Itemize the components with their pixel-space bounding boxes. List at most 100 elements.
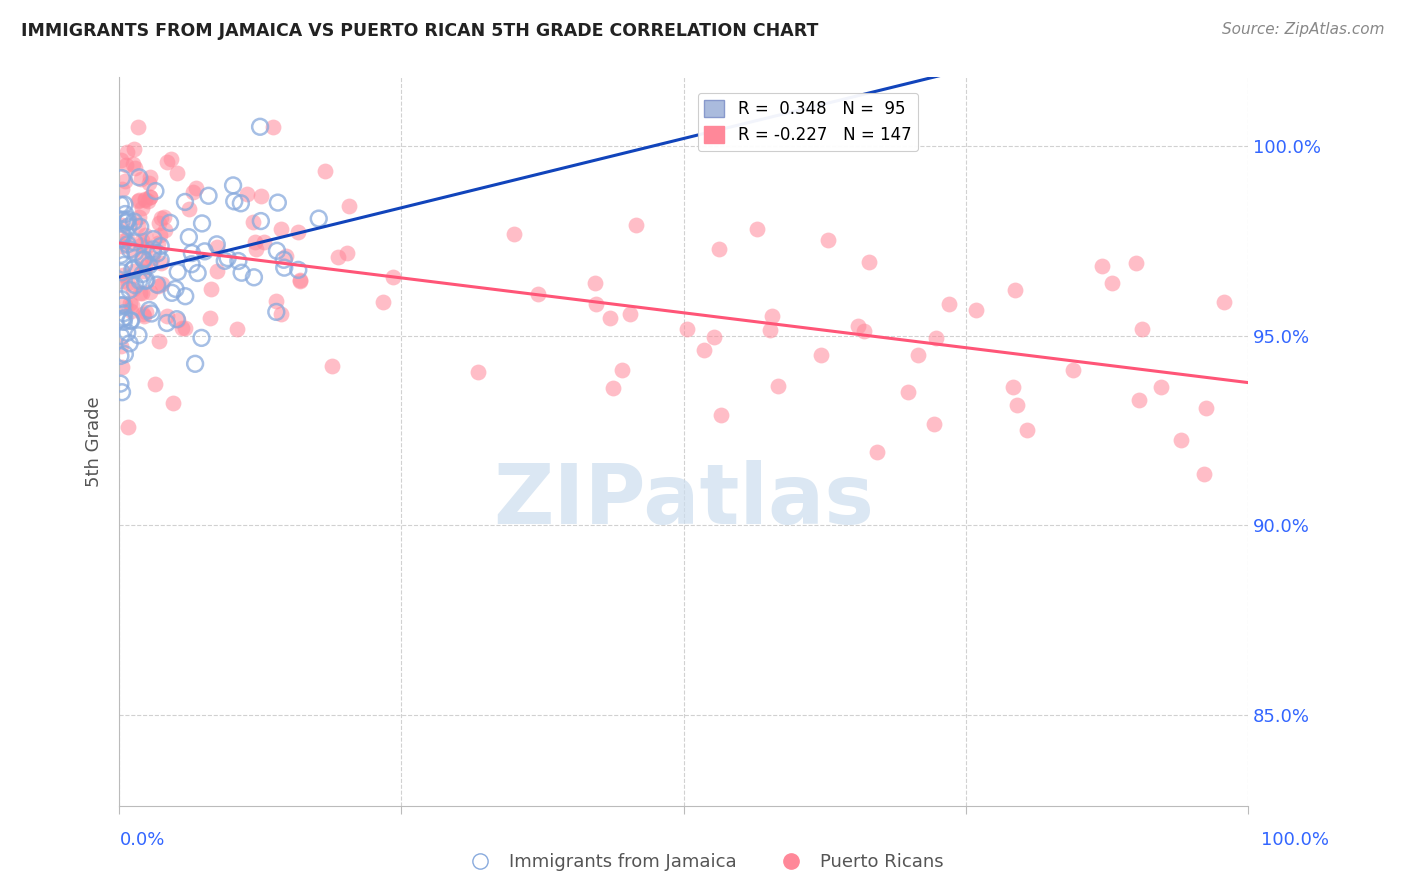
Point — [288, 273, 311, 287]
Point — [117, 276, 139, 290]
Text: 0.0%: 0.0% — [120, 831, 165, 849]
Point — [205, 264, 228, 278]
Point — [243, 235, 266, 249]
Point — [266, 305, 288, 319]
Point — [128, 170, 150, 185]
Point — [599, 310, 621, 325]
Point — [339, 199, 361, 213]
Point — [1150, 380, 1173, 394]
Point — [142, 245, 165, 260]
Point — [111, 385, 134, 400]
Point — [132, 309, 155, 323]
Point — [122, 143, 145, 157]
Text: 100.0%: 100.0% — [1261, 831, 1329, 849]
Point — [328, 251, 350, 265]
Point — [624, 218, 647, 232]
Point — [172, 321, 194, 335]
Point — [138, 176, 160, 190]
Point — [117, 237, 139, 252]
Point — [150, 277, 173, 292]
Point — [270, 307, 292, 321]
Point — [135, 304, 157, 318]
Point — [710, 408, 733, 422]
Point — [184, 357, 207, 371]
Text: Source: ZipAtlas.com: Source: ZipAtlas.com — [1222, 22, 1385, 37]
Point — [135, 239, 157, 253]
Point — [127, 194, 149, 208]
Point — [111, 182, 134, 196]
Point — [111, 312, 134, 326]
Point — [111, 171, 134, 186]
Point — [114, 215, 136, 229]
Point — [132, 251, 155, 265]
Point — [122, 282, 145, 296]
Point — [111, 360, 134, 375]
Point — [111, 298, 134, 312]
Point — [191, 216, 214, 230]
Point — [139, 189, 162, 203]
Point — [612, 363, 634, 377]
Point — [122, 261, 145, 276]
Point — [115, 145, 138, 159]
Point — [761, 309, 783, 323]
Point — [128, 210, 150, 224]
Point — [288, 274, 311, 288]
Point — [139, 170, 162, 185]
Point — [1005, 398, 1028, 412]
Point — [124, 278, 146, 293]
Point — [190, 331, 212, 345]
Legend: R =  0.348   N =  95, R = -0.227   N = 147: R = 0.348 N = 95, R = -0.227 N = 147 — [697, 93, 918, 151]
Point — [619, 307, 641, 321]
Point — [146, 277, 169, 292]
Point — [122, 243, 145, 257]
Point — [128, 328, 150, 343]
Point — [120, 314, 142, 328]
Point — [115, 214, 138, 228]
Point — [141, 251, 163, 265]
Point — [117, 419, 139, 434]
Point — [136, 194, 159, 208]
Point — [1194, 467, 1216, 482]
Point — [382, 270, 405, 285]
Point — [273, 252, 295, 267]
Point — [134, 274, 156, 288]
Point — [149, 211, 172, 225]
Point — [160, 285, 183, 300]
Point — [129, 219, 152, 234]
Point — [194, 244, 217, 259]
Point — [110, 232, 132, 246]
Point — [925, 331, 948, 345]
Point — [118, 295, 141, 310]
Point — [118, 283, 141, 297]
Point — [132, 307, 155, 321]
Point — [149, 252, 172, 267]
Point — [128, 193, 150, 207]
Point — [128, 274, 150, 288]
Point — [121, 298, 143, 312]
Point — [250, 189, 273, 203]
Point — [907, 349, 929, 363]
Point — [146, 279, 169, 293]
Point — [250, 214, 273, 228]
Point — [502, 227, 524, 241]
Point — [131, 233, 153, 247]
Point — [114, 347, 136, 361]
Point — [131, 202, 153, 216]
Point — [148, 236, 170, 251]
Point — [112, 310, 135, 325]
Point — [132, 264, 155, 278]
Point — [270, 222, 292, 236]
Point — [156, 310, 179, 324]
Point — [111, 265, 134, 279]
Point — [150, 256, 173, 270]
Point — [1195, 401, 1218, 416]
Point — [142, 232, 165, 246]
Point — [245, 242, 267, 256]
Legend: Immigrants from Jamaica, Puerto Ricans: Immigrants from Jamaica, Puerto Ricans — [456, 847, 950, 879]
Point — [111, 218, 134, 232]
Point — [214, 253, 236, 268]
Point — [709, 242, 731, 256]
Point — [111, 274, 134, 288]
Point — [177, 202, 200, 217]
Point — [181, 185, 204, 199]
